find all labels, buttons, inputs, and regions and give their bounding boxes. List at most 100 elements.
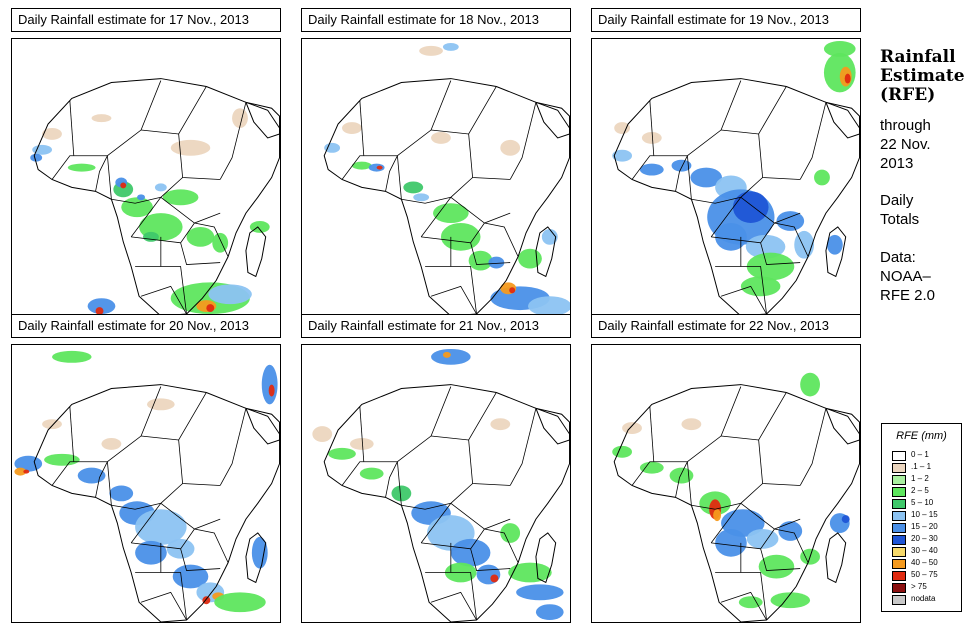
rain-cell	[612, 445, 633, 458]
border-line	[711, 528, 775, 550]
rain-cell	[87, 298, 116, 315]
legend-label: 10 – 15	[911, 510, 938, 519]
arabia-outline	[245, 101, 280, 139]
rain-cell	[490, 574, 499, 583]
totals-line: Daily	[880, 192, 914, 209]
legend-swatch	[892, 583, 906, 593]
rainfall-field	[324, 42, 570, 316]
country-borders	[47, 386, 247, 621]
rain-cell	[778, 521, 803, 541]
rain-cell	[639, 461, 664, 474]
border-line	[468, 439, 511, 486]
rain-cell	[681, 418, 702, 431]
border-line	[141, 86, 207, 135]
map-canvas	[612, 40, 860, 316]
panel-title: Daily Rainfall estimate for 17 Nov., 201…	[11, 8, 281, 32]
border-line	[135, 266, 187, 315]
rain-cell	[541, 228, 558, 245]
rain-cell	[516, 584, 564, 601]
rain-cell	[186, 226, 215, 247]
totals-text: Daily Totals	[880, 191, 919, 229]
border-line	[715, 572, 767, 621]
legend-label: 0 – 1	[911, 450, 929, 459]
rain-cell	[794, 230, 815, 259]
rain-cell	[214, 592, 266, 613]
madagascar-outline	[825, 226, 847, 278]
map-canvas	[14, 350, 280, 622]
rain-cell	[639, 163, 664, 176]
border-line	[194, 528, 229, 563]
coastline	[613, 384, 860, 622]
rain-cell	[351, 161, 372, 170]
rain-cell	[324, 142, 341, 153]
rain-cell	[154, 183, 167, 192]
map-canvas	[323, 42, 570, 316]
legend-label: 5 – 10	[911, 498, 934, 507]
border-line	[675, 155, 688, 192]
border-line	[649, 406, 655, 462]
legend-label: 1 – 2	[911, 474, 929, 483]
border-line	[721, 392, 787, 441]
rain-cell	[137, 194, 146, 201]
rain-cell	[162, 189, 199, 206]
rain-cell	[349, 437, 374, 450]
arabia-outline	[825, 407, 860, 445]
rain-cell	[732, 191, 769, 224]
border-line	[691, 196, 741, 204]
rain-cell	[690, 167, 723, 188]
africa-rainfall-map	[591, 38, 861, 317]
rfe-legend: RFE (mm) 0 – 1 .1 – 1 1 – 2 2 – 5 5 – 10 10 –…	[881, 423, 962, 612]
rain-cell	[715, 223, 747, 251]
border-line	[194, 222, 229, 257]
rain-cell	[622, 422, 642, 435]
rain-cell	[841, 515, 850, 524]
rain-cell	[518, 248, 542, 269]
rain-cell	[403, 181, 424, 194]
rain-cell	[101, 437, 122, 450]
rain-cell	[844, 73, 851, 84]
legend-label: 40 – 50	[911, 558, 938, 567]
rain-cell	[671, 159, 692, 172]
country-borders	[627, 80, 827, 315]
madagascar-outline	[535, 226, 557, 278]
rain-cell	[490, 418, 511, 431]
rain-cell	[500, 523, 521, 543]
border-line	[431, 392, 497, 441]
border-line	[721, 86, 787, 135]
rain-cell	[42, 128, 62, 140]
rain-cell	[32, 144, 53, 155]
rain-cell	[419, 45, 443, 56]
legend-label: 30 – 40	[911, 546, 938, 555]
map-canvas	[612, 372, 860, 622]
panel-title: Daily Rainfall estimate for 20 Nov., 201…	[11, 314, 281, 338]
border-line	[760, 548, 801, 571]
rain-cell	[745, 234, 786, 259]
rain-cell	[715, 529, 747, 557]
border-line	[430, 285, 477, 315]
border-line	[111, 502, 161, 510]
rain-cell	[776, 211, 805, 231]
rain-cell	[442, 351, 451, 358]
border-line	[720, 591, 767, 621]
rain-cell	[52, 350, 92, 363]
border-line	[131, 528, 195, 550]
africa-rainfall-map	[11, 38, 281, 317]
panel-title: Daily Rainfall estimate for 19 Nov., 201…	[591, 8, 861, 32]
map-canvas	[30, 78, 280, 316]
rain-cell	[95, 307, 104, 316]
africa-rainfall-map	[301, 38, 571, 317]
border-line	[107, 386, 162, 463]
data-source-text: Data: NOAA– RFE 2.0	[880, 248, 935, 305]
rain-cell	[746, 252, 795, 281]
border-line	[51, 461, 74, 486]
rain-cell	[135, 509, 187, 545]
border-line	[509, 102, 537, 180]
madagascar-outline	[825, 532, 847, 584]
legend-swatch	[892, 547, 906, 557]
product-title: Rainfall Estimate (RFE)	[880, 48, 965, 105]
legend-swatch	[892, 511, 906, 521]
legend-swatch	[892, 571, 906, 581]
rain-cell	[431, 131, 451, 144]
rain-cell	[109, 485, 134, 502]
africa-rainfall-map	[591, 344, 861, 623]
